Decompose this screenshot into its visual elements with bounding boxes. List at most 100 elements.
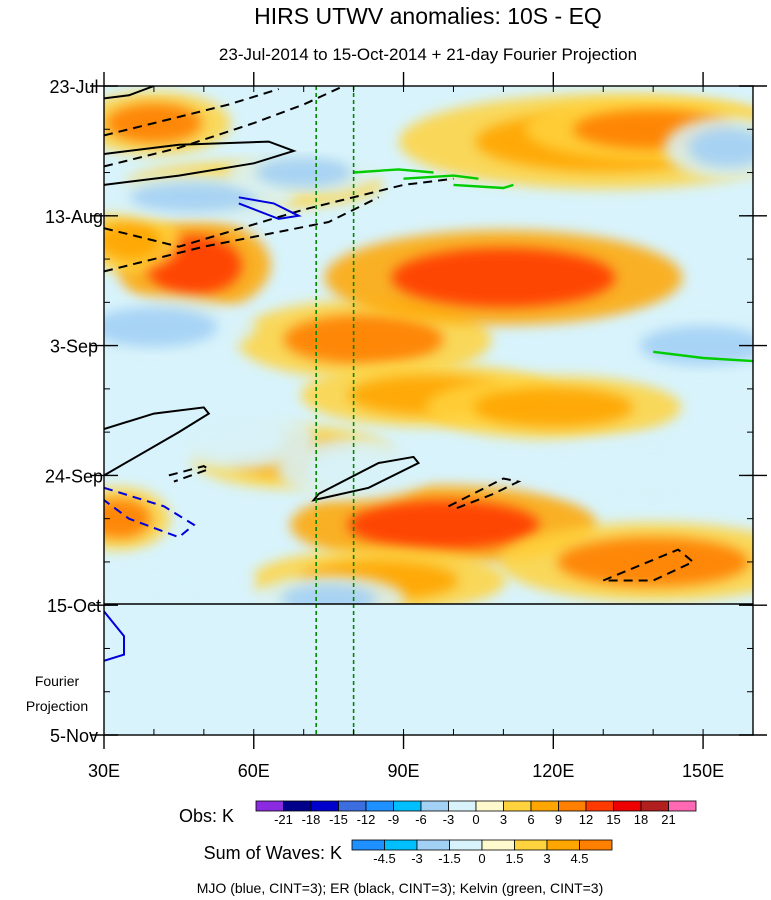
er-contour-6 xyxy=(104,406,211,477)
er-contour-7 xyxy=(168,465,212,483)
plot-frame xyxy=(103,85,754,736)
waves-colorbar-swatch-2 xyxy=(416,839,450,851)
er-contour-8 xyxy=(311,455,421,502)
anomaly-core-4 xyxy=(391,247,616,308)
reference-longitude-lines xyxy=(315,86,355,735)
obs-colorbar-level-5: -6 xyxy=(415,812,427,827)
waves-colorbar-label: Sum of Waves: K xyxy=(204,843,342,863)
obs-colorbar-label: Obs: K xyxy=(179,806,234,826)
waves-colorbar-level-4: 1.5 xyxy=(505,851,523,866)
waves-colorbar-swatch-3 xyxy=(449,839,483,851)
obs-colorbar-swatch-1 xyxy=(283,800,312,812)
anomaly-core-24 xyxy=(573,449,734,489)
er-contour-4 xyxy=(104,177,454,248)
anomaly-core-20 xyxy=(688,128,753,168)
anomaly-core-7 xyxy=(347,500,540,550)
obs-colorbar-swatch-4 xyxy=(365,800,394,812)
anomaly-core-15 xyxy=(129,182,258,213)
wave-contours xyxy=(104,86,753,662)
kelvin-contour-15 xyxy=(403,174,479,180)
anomaly-core-16 xyxy=(255,157,352,188)
x-tick-label-1: 60E xyxy=(238,761,270,781)
waves-colorbar-level-6: 4.5 xyxy=(570,851,588,866)
obs-colorbar-level-11: 12 xyxy=(579,812,593,827)
anomaly-core-2 xyxy=(104,220,161,261)
obs-colorbar-swatch-9 xyxy=(503,800,532,812)
obs-colorbar-level-10: 9 xyxy=(555,812,562,827)
waves-colorbar: Sum of Waves: K -4.5 -3 -1.5 0 1.5 3 4.5 xyxy=(204,839,613,866)
obs-colorbar-level-14: 21 xyxy=(661,812,675,827)
anomaly-core-17 xyxy=(104,307,218,347)
waves-colorbar-swatch-1 xyxy=(384,839,418,851)
waves-colorbar-swatch-7 xyxy=(579,839,613,851)
er-contour-3 xyxy=(104,140,297,186)
obs-colorbar-swatch-11 xyxy=(558,800,587,812)
obs-colorbar-level-7: 0 xyxy=(472,812,479,827)
er-contour-2 xyxy=(104,86,345,168)
chart-title: HIRS UTWV anomalies: 10S - EQ xyxy=(254,3,602,29)
waves-colorbar-level-3: 0 xyxy=(478,851,485,866)
anomaly-core-8 xyxy=(557,537,750,587)
waves-colorbar-swatch-6 xyxy=(546,839,580,851)
obs-colorbar-level-6: -3 xyxy=(443,812,455,827)
obs-colorbar-swatch-7 xyxy=(448,800,477,812)
y-tick-label-4: 15-Oct xyxy=(47,596,101,616)
chart-subtitle: 23-Jul-2014 to 15-Oct-2014 + 21-day Four… xyxy=(219,45,637,64)
y-tick-label-3: 24-Sep xyxy=(45,466,103,486)
wave-legend: MJO (blue, CINT=3); ER (black, CINT=3); … xyxy=(197,880,604,896)
projection-region xyxy=(104,604,753,735)
anomaly-core-9 xyxy=(104,498,151,539)
er-contour-9 xyxy=(448,477,522,511)
projection-label-line1: Fourier xyxy=(35,673,80,689)
anomaly-core-22 xyxy=(130,565,227,596)
obs-colorbar-level-9: 6 xyxy=(527,812,534,827)
anomaly-core-23 xyxy=(305,449,402,489)
anomaly-core-13 xyxy=(473,387,634,428)
obs-colorbar-level-2: -15 xyxy=(329,812,348,827)
er-contour-0 xyxy=(104,86,155,100)
obs-colorbar: Obs: K -21 -18 -15 -12 -9 -6 -3 0 3 6 9 12 15 18 21 xyxy=(179,800,697,827)
x-tick-label-3: 120E xyxy=(532,761,574,781)
obs-colorbar-swatch-5 xyxy=(393,800,422,812)
x-tick-label-4: 150E xyxy=(682,761,724,781)
obs-colorbar-level-4: -9 xyxy=(388,812,400,827)
waves-colorbar-level-5: 3 xyxy=(543,851,550,866)
y-tick-label-2: 3-Sep xyxy=(50,337,98,357)
mjo-contour-12 xyxy=(104,486,196,539)
waves-colorbar-level-2: -1.5 xyxy=(438,851,460,866)
obs-colorbar-swatch-15 xyxy=(668,800,697,812)
obs-colorbar-swatch-0 xyxy=(255,800,284,812)
obs-colorbar-swatch-14 xyxy=(640,800,669,812)
kelvin-contour-14 xyxy=(353,168,434,174)
obs-colorbar-swatch-2 xyxy=(310,800,339,812)
er-contour-1 xyxy=(104,88,279,137)
obs-colorbar-level-0: -21 xyxy=(274,812,293,827)
waves-colorbar-level-0: -4.5 xyxy=(373,851,395,866)
y-tick-label-0: 23-Jul xyxy=(49,77,98,97)
obs-colorbar-swatch-13 xyxy=(613,800,642,812)
anomaly-core-18 xyxy=(190,418,287,459)
waves-colorbar-swatch-0 xyxy=(351,839,385,851)
obs-colorbar-swatch-3 xyxy=(338,800,367,812)
anomaly-core-19 xyxy=(639,325,753,366)
x-tick-label-0: 30E xyxy=(88,761,120,781)
obs-colorbar-swatch-8 xyxy=(475,800,504,812)
obs-colorbar-level-13: 18 xyxy=(634,812,648,827)
obs-colorbar-level-8: 3 xyxy=(500,812,507,827)
x-tick-label-2: 90E xyxy=(388,761,420,781)
kelvin-contour-16 xyxy=(453,183,514,190)
obs-colorbar-swatch-12 xyxy=(585,800,614,812)
waves-colorbar-level-1: -3 xyxy=(411,851,423,866)
obs-colorbar-swatch-10 xyxy=(530,800,559,812)
projection-label-line2: Projection xyxy=(26,698,88,714)
er-contour-5 xyxy=(104,196,380,273)
obs-colorbar-level-1: -18 xyxy=(302,812,321,827)
obs-colorbar-level-12: 15 xyxy=(606,812,620,827)
mjo-contour-13 xyxy=(104,610,125,662)
obs-colorbar-level-3: -12 xyxy=(357,812,376,827)
plot-area xyxy=(103,85,754,736)
y-axis: 23-Jul 13-Aug 3-Sep 24-Sep 15-Oct 5-Nov xyxy=(45,77,767,746)
waves-colorbar-swatch-4 xyxy=(481,839,515,851)
waves-colorbar-swatch-5 xyxy=(514,839,548,851)
